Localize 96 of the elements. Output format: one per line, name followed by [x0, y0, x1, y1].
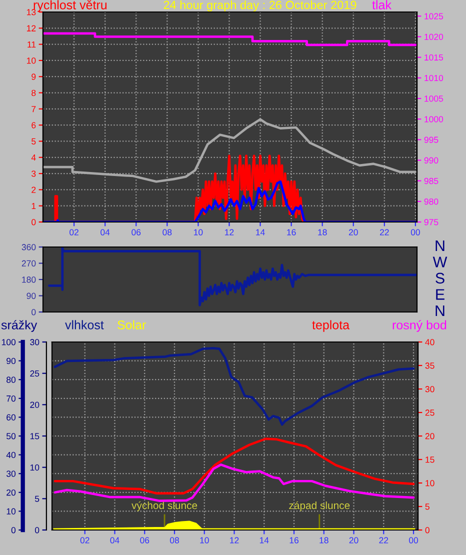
y-tick-label: 0 — [11, 527, 16, 534]
y2-tick-label: 5 — [425, 504, 430, 510]
x-tick-label: 12 — [225, 229, 234, 236]
y-tick-label: 10 — [26, 58, 36, 64]
y2-tick-label: 1025 — [424, 13, 444, 20]
text: vlhkost — [65, 320, 104, 330]
x-tick-label: 10 — [194, 229, 203, 236]
x-tick-label: 00 — [408, 537, 418, 544]
ref-line-label: západ slunce — [289, 501, 350, 512]
line-series — [48, 247, 417, 306]
x-tick-label: 08 — [170, 537, 179, 544]
y-tick-label: 2 — [32, 186, 36, 193]
y-tick-label: 30 — [6, 470, 16, 477]
y-tick-label: 3 — [32, 170, 36, 177]
y-tick-label: 9 — [32, 74, 36, 80]
line-series — [43, 32, 417, 46]
x-tick-label: 04 — [110, 537, 120, 544]
y-tick-label: 270 — [22, 260, 36, 267]
y2-tick-label: 1005 — [424, 96, 444, 102]
y2-tick-label: 975 — [424, 219, 438, 226]
y2-tick-label: 1020 — [424, 34, 444, 40]
text: teplota — [312, 320, 350, 332]
y-tick-label: 90 — [6, 358, 16, 364]
y-tick-label: 13 — [26, 9, 36, 16]
y2-tick-label: 15 — [426, 456, 434, 463]
ref-line-label: východ slunce — [132, 501, 198, 512]
y-tick-label: 1 — [32, 202, 36, 210]
text: Solar — [118, 320, 146, 330]
y-tick-label: 20 — [6, 489, 16, 496]
y-tick-label: 7 — [32, 106, 36, 112]
text: N — [436, 240, 444, 251]
y2-tick-label: 1010 — [424, 74, 444, 82]
y-tick-label: 0 — [32, 219, 36, 226]
y-axis-title: rychlost větru — [34, 0, 106, 12]
y3-axis-title: srážky — [1, 320, 38, 332]
y-tick-label: 8 — [32, 90, 36, 96]
y2-axis-title: tlak — [372, 0, 392, 10]
x-tick-label: 18 — [318, 229, 327, 236]
y2-tick-label: 990 — [424, 157, 438, 164]
y-tick-label: 0 — [32, 309, 36, 316]
x-tick-label: 22 — [380, 229, 389, 236]
y-tick-label: 90 — [26, 292, 36, 300]
y-tick-label: 12 — [26, 25, 36, 32]
y2-tick-label: 10 — [426, 480, 434, 486]
x-tick-label: 00 — [410, 229, 420, 236]
x-tick-label: 20 — [349, 537, 358, 544]
y2-tick-label: 40 — [425, 339, 434, 346]
y-tick-label: 100 — [2, 339, 16, 346]
y2-tick-label: 980 — [424, 198, 438, 205]
x-tick-label: 14 — [260, 537, 269, 544]
line-series — [54, 463, 415, 502]
y-tick-label: 11 — [28, 41, 36, 48]
y3-tick-label: 25 — [30, 370, 40, 377]
y-tick-label: 180 — [22, 276, 36, 283]
y-tick-label: 80 — [6, 376, 16, 383]
y-tick-label: 60 — [6, 414, 16, 420]
y3-tick-label: 15 — [30, 433, 40, 440]
y-tick-label: 70 — [6, 395, 16, 402]
x-tick-label: 20 — [348, 229, 358, 236]
chart-title: 24 hour graph day : 26 October 2019 — [164, 0, 356, 12]
y-tick-label: 5 — [32, 138, 36, 144]
y2-tick-label: 30 — [425, 386, 434, 392]
x-tick-label: 06 — [140, 537, 150, 544]
y2-tick-label: 20 — [425, 433, 434, 440]
x-tick-label: 04 — [100, 229, 110, 236]
y-tick-label: 10 — [6, 508, 16, 514]
y-tick-label: 4 — [31, 154, 36, 161]
y-tick-label: 40 — [6, 452, 16, 458]
y2-tick-label: 35 — [425, 362, 434, 369]
y2-tick-label: 985 — [424, 178, 438, 184]
x-tick-label: 02 — [80, 537, 90, 544]
x-tick-label: 08 — [162, 229, 172, 236]
x-tick-label: 10 — [200, 537, 209, 544]
y2-tick-label: 1000 — [424, 116, 444, 122]
x-tick-label: 22 — [379, 537, 388, 544]
x-tick-label: 02 — [70, 229, 78, 236]
y2-tick-label: 1015 — [424, 54, 444, 61]
x-tick-label: 16 — [290, 537, 298, 544]
text: S — [436, 272, 444, 284]
line-series — [54, 347, 415, 426]
y2-tick-label: 995 — [424, 136, 438, 143]
x-tick-label: 06 — [132, 229, 141, 236]
line-series — [54, 438, 415, 495]
y2-tick-label: 0 — [425, 527, 430, 534]
y-tick-label: 50 — [6, 433, 16, 440]
text: E — [436, 289, 444, 300]
text: rosný bod — [392, 320, 446, 332]
y-tick-label: 6 — [32, 122, 36, 128]
x-tick-label: 14 — [256, 229, 265, 236]
text: N — [436, 305, 444, 316]
text: W — [432, 256, 448, 268]
x-tick-label: 16 — [287, 229, 296, 236]
x-tick-label: 18 — [320, 537, 328, 544]
y2-tick-label: 25 — [425, 410, 434, 416]
x-tick-label: 12 — [230, 537, 239, 544]
y-tick-label: 360 — [22, 244, 36, 250]
